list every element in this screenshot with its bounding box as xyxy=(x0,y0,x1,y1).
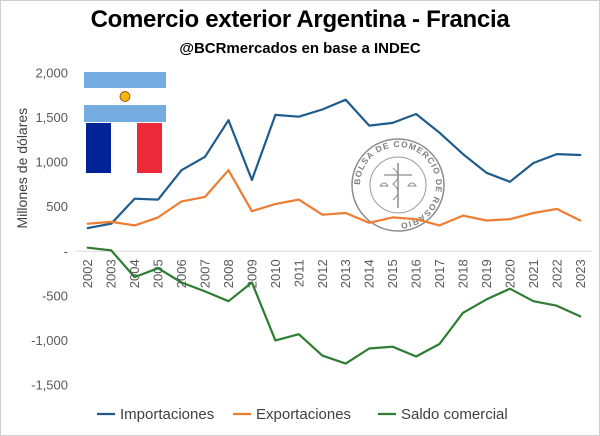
x-tick-label: 2010 xyxy=(268,259,283,288)
x-tick-label: 2022 xyxy=(549,259,564,288)
y-tick-label: 2,000 xyxy=(35,66,68,81)
x-tick-label: 2023 xyxy=(573,259,588,288)
y-tick-label: -1,000 xyxy=(31,333,68,348)
x-tick-label: 2017 xyxy=(432,259,447,288)
y-tick-label: 1,500 xyxy=(35,110,68,125)
y-tick-label: - xyxy=(64,244,68,259)
y-axis-label: Millones de dólares xyxy=(14,108,30,229)
series-line-saldo-comercial xyxy=(86,246,582,365)
x-tick-label: 2005 xyxy=(151,259,166,288)
x-tick-label: 2007 xyxy=(198,259,213,288)
x-tick-label: 2016 xyxy=(409,259,424,288)
legend-label: Importaciones xyxy=(120,406,214,423)
series-line-importaciones xyxy=(86,98,582,230)
x-tick-label: 2003 xyxy=(104,259,119,288)
x-tick-label: 2018 xyxy=(456,259,471,288)
x-tick-label: 2002 xyxy=(80,259,95,288)
x-tick-label: 2014 xyxy=(362,259,377,288)
series-line-exportaciones xyxy=(86,169,582,227)
legend-label: Saldo comercial xyxy=(401,406,508,423)
x-tick-label: 2013 xyxy=(338,259,353,288)
legend-label: Exportaciones xyxy=(256,406,351,423)
argentina-flag-icon xyxy=(84,72,166,122)
y-tick-label: 1,000 xyxy=(35,155,68,170)
x-tick-label: 2008 xyxy=(221,259,236,288)
y-tick-label: -1,500 xyxy=(31,378,68,393)
x-tick-label: 2012 xyxy=(315,259,330,288)
x-tick-label: 2020 xyxy=(502,259,517,288)
x-tick-label: 2009 xyxy=(244,259,259,288)
x-tick-label: 2004 xyxy=(127,259,142,288)
x-tick-label: 2015 xyxy=(385,259,400,288)
x-tick-label: 2011 xyxy=(291,259,306,287)
france-flag-icon xyxy=(86,123,162,173)
x-tick-label: 2021 xyxy=(526,259,541,288)
y-tick-label: -500 xyxy=(42,288,68,303)
y-tick-label: 500 xyxy=(46,199,68,214)
chart-title: Comercio exterior Argentina - Francia xyxy=(90,6,510,33)
x-tick-label: 2019 xyxy=(479,259,494,288)
chart-subtitle: @BCRmercados en base a INDEC xyxy=(179,40,421,57)
